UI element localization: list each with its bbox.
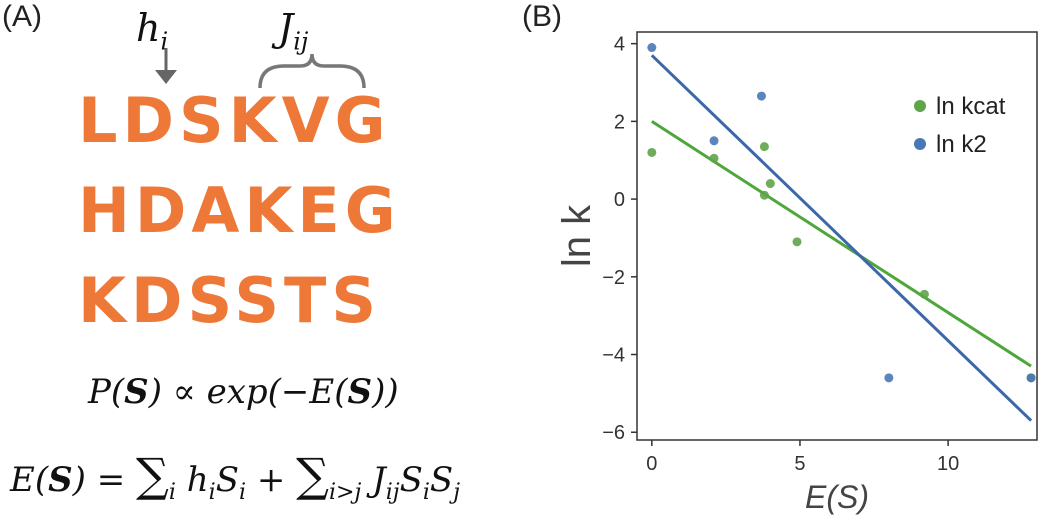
data-point-series-1 [709,136,719,146]
y-axis-title: ln k [555,204,599,267]
y-tick-label: −2 [602,267,625,289]
probability-equation: P(S) ∝ exp(−E(S)) [88,372,399,412]
x-tick-label: 10 [937,453,959,475]
data-point-series-1 [647,43,657,53]
j-symbol: Jij [278,6,309,56]
y-tick-label: −6 [602,422,625,444]
data-point-series-0 [647,147,657,157]
panel-a-annotations [155,48,366,89]
data-point-series-0 [709,153,719,163]
plot-frame [636,31,1038,441]
legend-marker-0 [914,100,926,112]
legend-label-1: ln k2 [936,131,987,158]
y-tick-label: 4 [614,34,625,56]
x-axis-title: E(S) [805,479,869,515]
data-point-series-0 [759,142,769,152]
data-point-series-1 [884,373,894,383]
y-tick-label: −4 [602,345,625,367]
h-arrow-head [155,70,177,84]
sequence-row: KDSSTS [78,264,381,337]
data-point-series-0 [765,179,775,189]
h-symbol: hi [136,6,169,56]
fit-line-1 [650,54,1033,422]
data-point-series-0 [792,237,802,247]
panel-b-label: (B) [522,0,562,33]
fit-line-0 [651,120,1032,368]
data-point-series-1 [756,91,766,101]
energy-equation: E(S) = ∑i hiSi + ∑i>j JijSiSj [10,448,461,505]
data-point-series-0 [759,190,769,200]
legend-label-0: ln kcat [936,93,1006,120]
data-point-series-1 [1026,373,1036,383]
data-point-series-0 [1026,373,1036,383]
panel-a-label: (A) [2,0,42,33]
j-brace [258,53,366,89]
y-tick-label: 0 [614,189,625,211]
legend-marker-1 [914,138,926,150]
sequence-row: HDAKEG [78,174,401,247]
x-tick-label: 0 [646,453,657,475]
sequence-row: LDSKVG [78,84,391,157]
x-tick-label: 5 [794,453,805,475]
y-tick-label: 2 [614,111,625,133]
data-point-series-0 [919,289,929,299]
